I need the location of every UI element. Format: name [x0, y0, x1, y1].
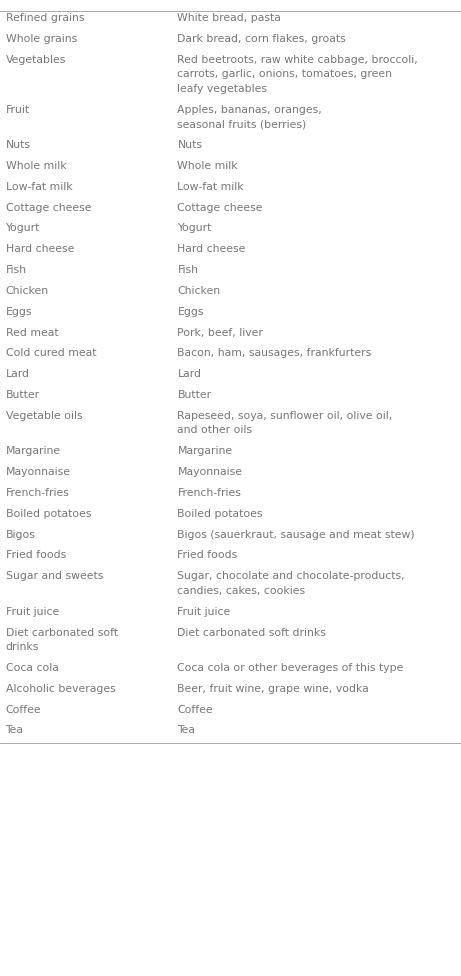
Text: Whole milk: Whole milk [177, 161, 238, 171]
Text: Yogurt: Yogurt [177, 224, 212, 233]
Text: Whole grains: Whole grains [6, 34, 77, 44]
Text: carrots, garlic, onions, tomatoes, green: carrots, garlic, onions, tomatoes, green [177, 69, 392, 79]
Text: Lard: Lard [177, 369, 201, 380]
Text: Bigos (sauerkraut, sausage and meat stew): Bigos (sauerkraut, sausage and meat stew… [177, 530, 415, 540]
Text: Nuts: Nuts [177, 141, 202, 150]
Text: Rapeseed, soya, sunflower oil, olive oil,: Rapeseed, soya, sunflower oil, olive oil… [177, 411, 393, 421]
Text: Vegetable oils: Vegetable oils [6, 411, 82, 421]
Text: Chicken: Chicken [6, 286, 49, 296]
Text: Boiled potatoes: Boiled potatoes [6, 508, 91, 519]
Text: Diet carbonated soft drinks: Diet carbonated soft drinks [177, 628, 326, 637]
Text: Cold cured meat: Cold cured meat [6, 348, 96, 358]
Text: Cottage cheese: Cottage cheese [6, 203, 91, 213]
Text: Apples, bananas, oranges,: Apples, bananas, oranges, [177, 104, 322, 114]
Text: Nuts: Nuts [6, 141, 30, 150]
Text: Tea: Tea [6, 725, 24, 736]
Text: seasonal fruits (berries): seasonal fruits (berries) [177, 119, 307, 129]
Text: Yogurt: Yogurt [6, 224, 40, 233]
Text: Fruit juice: Fruit juice [177, 607, 231, 617]
Text: Dark bread, corn flakes, groats: Dark bread, corn flakes, groats [177, 34, 346, 44]
Text: Mayonnaise: Mayonnaise [177, 468, 242, 477]
Text: Pork, beef, liver: Pork, beef, liver [177, 328, 263, 338]
Text: leafy vegetables: leafy vegetables [177, 84, 267, 94]
Text: candies, cakes, cookies: candies, cakes, cookies [177, 586, 306, 596]
Text: Vegetables: Vegetables [6, 55, 66, 64]
Text: Boiled potatoes: Boiled potatoes [177, 508, 263, 519]
Text: Low-fat milk: Low-fat milk [177, 182, 244, 191]
Text: Sugar and sweets: Sugar and sweets [6, 571, 103, 582]
Text: Cottage cheese: Cottage cheese [177, 203, 263, 213]
Text: Beer, fruit wine, grape wine, vodka: Beer, fruit wine, grape wine, vodka [177, 684, 369, 694]
Text: Hard cheese: Hard cheese [177, 244, 246, 254]
Text: Sugar, chocolate and chocolate-products,: Sugar, chocolate and chocolate-products, [177, 571, 405, 582]
Text: White bread, pasta: White bread, pasta [177, 13, 281, 23]
Text: Tea: Tea [177, 725, 195, 736]
Text: Coffee: Coffee [177, 705, 213, 714]
Text: Chicken: Chicken [177, 286, 221, 296]
Text: Bacon, ham, sausages, frankfurters: Bacon, ham, sausages, frankfurters [177, 348, 372, 358]
Text: Eggs: Eggs [6, 306, 32, 317]
Text: Fruit juice: Fruit juice [6, 607, 59, 617]
Text: drinks: drinks [6, 642, 39, 652]
Text: Coca cola: Coca cola [6, 663, 59, 673]
Text: Fish: Fish [6, 265, 27, 275]
Text: Fruit: Fruit [6, 104, 30, 114]
Text: Diet carbonated soft: Diet carbonated soft [6, 628, 118, 637]
Text: Refined grains: Refined grains [6, 13, 84, 23]
Text: Low-fat milk: Low-fat milk [6, 182, 72, 191]
Text: Fried foods: Fried foods [6, 550, 66, 560]
Text: Mayonnaise: Mayonnaise [6, 468, 71, 477]
Text: Bigos: Bigos [6, 530, 35, 540]
Text: Lard: Lard [6, 369, 30, 380]
Text: Coca cola or other beverages of this type: Coca cola or other beverages of this typ… [177, 663, 404, 673]
Text: Coffee: Coffee [6, 705, 41, 714]
Text: Red beetroots, raw white cabbage, broccoli,: Red beetroots, raw white cabbage, brocco… [177, 55, 418, 64]
Text: Hard cheese: Hard cheese [6, 244, 74, 254]
Text: Alcoholic beverages: Alcoholic beverages [6, 684, 115, 694]
Text: Red meat: Red meat [6, 328, 58, 338]
Text: and other oils: and other oils [177, 426, 253, 435]
Text: French-fries: French-fries [6, 488, 70, 498]
Text: Whole milk: Whole milk [6, 161, 66, 171]
Text: French-fries: French-fries [177, 488, 242, 498]
Text: Fried foods: Fried foods [177, 550, 238, 560]
Text: Margarine: Margarine [6, 446, 61, 457]
Text: Butter: Butter [6, 390, 40, 400]
Text: Eggs: Eggs [177, 306, 204, 317]
Text: Fish: Fish [177, 265, 199, 275]
Text: Butter: Butter [177, 390, 212, 400]
Text: Margarine: Margarine [177, 446, 233, 457]
